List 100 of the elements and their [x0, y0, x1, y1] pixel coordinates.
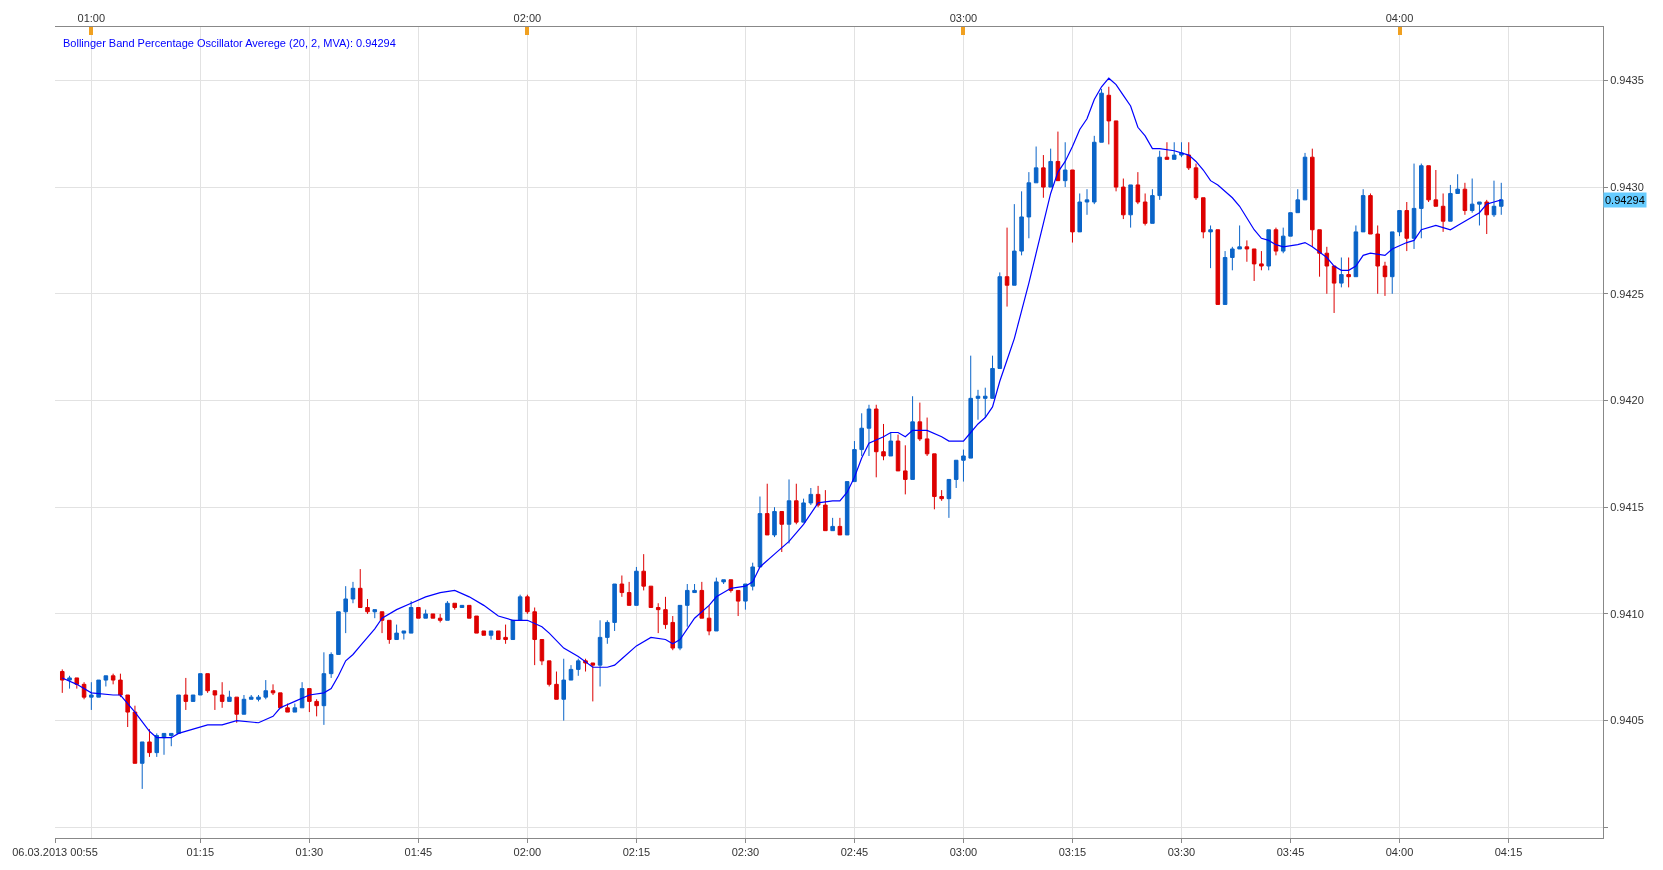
candlestick: [416, 607, 421, 619]
candlestick: [365, 598, 370, 615]
candlestick: [96, 679, 101, 698]
x-tick-label: 04:00: [1385, 846, 1414, 859]
x-tick-label: 04:15: [1494, 846, 1523, 859]
candlestick: [1244, 239, 1250, 263]
x-tick-label: 03:15: [1058, 846, 1087, 859]
candlestick: [1033, 146, 1039, 184]
candlestick: [1222, 250, 1228, 305]
candlestick: [1193, 163, 1199, 201]
candlestick: [81, 681, 87, 700]
candlestick: [321, 651, 327, 726]
candlestick: [1121, 178, 1126, 220]
candlestick: [888, 432, 894, 457]
candlestick: [190, 694, 196, 702]
candlestick: [685, 583, 690, 628]
candlestick: [1084, 188, 1090, 216]
candlestick: [423, 609, 428, 619]
candlestick: [961, 449, 966, 483]
candlestick: [248, 694, 254, 700]
candlestick: [990, 355, 995, 399]
candlestick: [1012, 203, 1017, 286]
candlestick: [605, 619, 610, 645]
annotation: 0.94294: [1605, 194, 1645, 206]
candlestick: [1251, 248, 1257, 282]
candlestick: [452, 602, 457, 611]
candlestick: [1230, 246, 1235, 271]
candlestick: [437, 613, 443, 623]
candlestick: [445, 600, 450, 621]
candlestick: [706, 604, 712, 636]
candlestick: [336, 611, 341, 655]
candlestick: [74, 677, 80, 690]
candlestick: [1077, 192, 1083, 233]
candlestick: [285, 703, 290, 713]
x2-tick-label: 03:00: [949, 11, 978, 24]
candlestick: [503, 624, 508, 645]
candlestick: [1055, 131, 1061, 182]
candlestick: [539, 639, 545, 666]
candlestick: [139, 741, 145, 790]
candlestick: [1426, 165, 1431, 203]
candlestick: [219, 681, 225, 709]
candlestick: [953, 459, 959, 489]
candlestick: [764, 483, 770, 536]
candlestick: [815, 485, 821, 508]
candlestick: [1339, 256, 1344, 288]
candlestick: [1353, 224, 1359, 278]
candlestick: [663, 596, 668, 630]
candlestick: [1433, 169, 1439, 207]
candlestick: [830, 517, 835, 532]
candlestick: [801, 498, 806, 523]
candlestick: [1360, 188, 1366, 233]
candlestick: [387, 619, 392, 645]
candlestick: [844, 481, 850, 536]
candlestick: [1157, 150, 1162, 201]
candlestick: [699, 581, 705, 619]
candlestick: [1019, 190, 1024, 256]
line-series: [61, 77, 1502, 739]
candlestick: [299, 681, 305, 709]
candlestick: [89, 681, 94, 711]
candlestick: [147, 728, 152, 758]
candlestick: [1411, 163, 1417, 250]
candlestick: [837, 517, 843, 536]
candlestick: [975, 389, 981, 421]
candlestick: [314, 698, 319, 717]
candlestick: [198, 673, 203, 696]
candlestick: [278, 692, 283, 709]
candlestick: [1288, 212, 1293, 237]
candlestick: [1484, 199, 1489, 235]
candlestick: [510, 619, 516, 641]
candlestick: [517, 594, 523, 621]
candlestick: [1346, 256, 1351, 288]
candlestick: [590, 662, 596, 702]
y-tick-label: 0.9420: [1610, 394, 1644, 407]
candlestick: [881, 423, 886, 461]
candlestick: [430, 613, 436, 619]
candlestick: [641, 553, 646, 591]
candlestick: [721, 579, 726, 585]
candlestick: [575, 658, 581, 677]
candlestick: [328, 651, 334, 679]
candlestick: [808, 487, 814, 506]
candlestick: [1150, 188, 1155, 224]
y-tick-label: 0.9405: [1610, 714, 1644, 727]
candlestick: [488, 630, 494, 641]
candlestick: [1106, 86, 1112, 145]
candlestick: [292, 703, 298, 713]
candlestick: [408, 600, 414, 634]
y-tick-label: 0.9430: [1610, 180, 1644, 193]
candlestick: [1419, 163, 1424, 239]
text: Bollinger Band Percentage Oscillator Averege (20, 2, MVA): 0.94294: [63, 37, 396, 49]
candlestick: [1317, 229, 1322, 278]
candlestick: [466, 604, 472, 619]
candlestick: [1491, 180, 1497, 218]
x2-tick-label: 01:00: [77, 11, 106, 24]
candlestick: [546, 660, 552, 687]
candlestick: [1259, 250, 1264, 271]
candlestick: [655, 602, 661, 634]
candlestick: [169, 732, 174, 747]
candlestick: [474, 615, 479, 634]
candlestick: [125, 694, 130, 728]
candlestick: [1164, 141, 1170, 160]
